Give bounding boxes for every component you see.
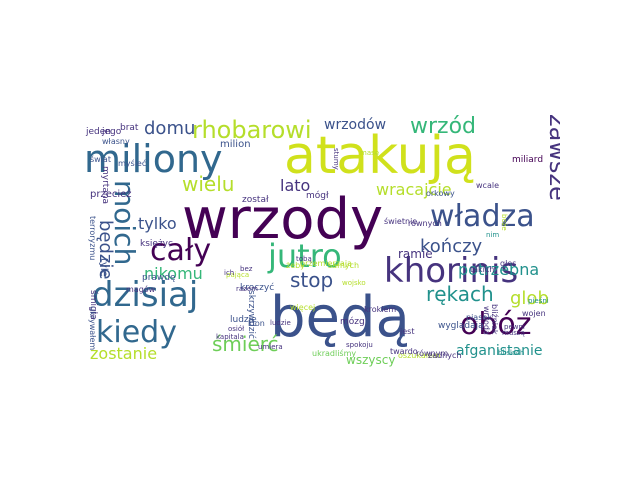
cloud-word: magów bbox=[126, 285, 156, 294]
cloud-word: mózg bbox=[340, 317, 365, 327]
cloud-word: ramie bbox=[398, 247, 433, 261]
cloud-word: khorinis bbox=[384, 251, 519, 291]
cloud-word: wszyscy bbox=[346, 353, 396, 367]
cloud-word: pieśni bbox=[528, 297, 549, 305]
cloud-word: cały bbox=[150, 233, 212, 268]
cloud-word: terroryzmu bbox=[88, 216, 97, 261]
cloud-word: równym bbox=[416, 349, 449, 358]
cloud-word: rhobarowi bbox=[192, 116, 312, 144]
cloud-word: wcale bbox=[476, 181, 499, 190]
cloud-word: tyle bbox=[98, 258, 109, 277]
cloud-word: jeden bbox=[86, 127, 111, 137]
cloud-word: skrzywdzić bbox=[246, 290, 256, 339]
cloud-word: bez bbox=[240, 265, 253, 273]
cloud-word: został bbox=[242, 195, 269, 205]
cloud-word: zawsze bbox=[544, 114, 560, 201]
cloud-word: prawdę bbox=[142, 273, 176, 283]
cloud-word: atakują bbox=[284, 126, 476, 186]
cloud-word: pewni bbox=[504, 323, 525, 331]
cloud-word: ludzie bbox=[230, 315, 257, 325]
cloud-word: rękach bbox=[426, 282, 494, 306]
cloud-word: mógł bbox=[306, 191, 329, 201]
cloud-word: twardo bbox=[390, 347, 418, 356]
cloud-word: kiedy bbox=[96, 315, 177, 350]
cloud-word: glob bbox=[510, 288, 549, 309]
cloud-word: wracajcie bbox=[376, 180, 452, 199]
cloud-word: bliźniak bbox=[490, 304, 499, 335]
cloud-word: żadnych bbox=[428, 351, 462, 360]
cloud-word: wielu bbox=[182, 172, 235, 196]
cloud-word: własny bbox=[102, 137, 130, 146]
cloud-word: oszukałem bbox=[398, 351, 441, 360]
cloud-word: lato bbox=[280, 176, 311, 195]
word-cloud: wrzody będą atakują miliony khorinis dzisiaj j… bbox=[80, 110, 560, 370]
cloud-word: świat bbox=[90, 155, 111, 164]
cloud-word: boże bbox=[500, 214, 508, 231]
cloud-word: domu bbox=[144, 118, 196, 139]
cloud-word: umiera bbox=[258, 343, 283, 351]
cloud-word: takich bbox=[470, 265, 495, 274]
cloud-word: brat bbox=[120, 123, 139, 133]
cloud-word: więcej bbox=[290, 303, 316, 312]
cloud-word: milion bbox=[220, 139, 251, 150]
cloud-word: księżyc bbox=[140, 239, 173, 249]
cloud-word: dzisiaj bbox=[92, 275, 199, 315]
cloud-word: stumy bbox=[332, 148, 340, 170]
cloud-word: wrzód bbox=[410, 114, 477, 139]
cloud-word: przecież bbox=[90, 189, 132, 200]
cloud-word: wojsko bbox=[342, 279, 366, 287]
cloud-word: równych bbox=[408, 219, 442, 228]
cloud-word: wrzodów bbox=[324, 117, 387, 133]
cloud-word: jego bbox=[102, 127, 122, 137]
cloud-word: obóz bbox=[460, 307, 532, 342]
cloud-word: nikomu bbox=[144, 264, 203, 283]
cloud-word: zostanie bbox=[90, 344, 158, 363]
cloud-word: krokiem bbox=[364, 305, 397, 314]
cloud-word: spokoju bbox=[346, 341, 373, 349]
cloud-word: będą bbox=[270, 285, 410, 350]
cloud-word: myśleć bbox=[118, 159, 147, 168]
cloud-word: tobą bbox=[296, 255, 312, 263]
cloud-word: żeby bbox=[286, 261, 305, 270]
cloud-word: myrtana bbox=[100, 166, 110, 205]
cloud-word: tylko bbox=[138, 214, 177, 233]
cloud-word: kapitala bbox=[216, 333, 244, 341]
cloud-word: masę bbox=[360, 149, 380, 157]
cloud-word: kończy bbox=[420, 236, 483, 257]
cloud-word: piasek bbox=[466, 313, 492, 322]
cloud-word: wrzody bbox=[182, 187, 384, 252]
cloud-word: razem bbox=[236, 285, 258, 293]
cloud-word: ukrywałem bbox=[88, 306, 97, 351]
cloud-word: stop bbox=[290, 268, 334, 292]
cloud-word: ukradliśmy bbox=[312, 349, 357, 358]
cloud-word: władza bbox=[430, 199, 535, 234]
cloud-word: bliskich bbox=[498, 349, 525, 357]
cloud-word: kroczyć bbox=[240, 283, 275, 293]
cloud-word: wrzoda bbox=[482, 306, 491, 335]
cloud-word: afganistanie bbox=[456, 343, 543, 359]
cloud-word: miliony bbox=[84, 137, 223, 181]
cloud-word: wyglądają bbox=[438, 321, 484, 331]
cloud-word: muszą bbox=[502, 329, 525, 337]
cloud-word: potrzebna bbox=[458, 260, 540, 279]
cloud-word: śmierć bbox=[212, 332, 279, 356]
cloud-word: ich bbox=[224, 269, 235, 277]
cloud-word: orkowy bbox=[426, 189, 455, 198]
cloud-word: przemierzają bbox=[300, 259, 352, 268]
cloud-word: samych bbox=[328, 261, 360, 270]
cloud-word: świetnie bbox=[384, 217, 418, 226]
cloud-word: jutro bbox=[268, 237, 342, 275]
cloud-word: osiół bbox=[228, 325, 245, 333]
cloud-word: pająca bbox=[226, 271, 250, 279]
cloud-word: nim bbox=[486, 231, 500, 239]
cloud-word: jest bbox=[400, 327, 415, 336]
cloud-word: klon bbox=[248, 319, 265, 328]
cloud-word: wojen bbox=[522, 309, 546, 318]
cloud-word: miliard bbox=[512, 155, 544, 165]
cloud-word: ludzie bbox=[270, 319, 291, 327]
cloud-word: głos bbox=[500, 259, 517, 268]
